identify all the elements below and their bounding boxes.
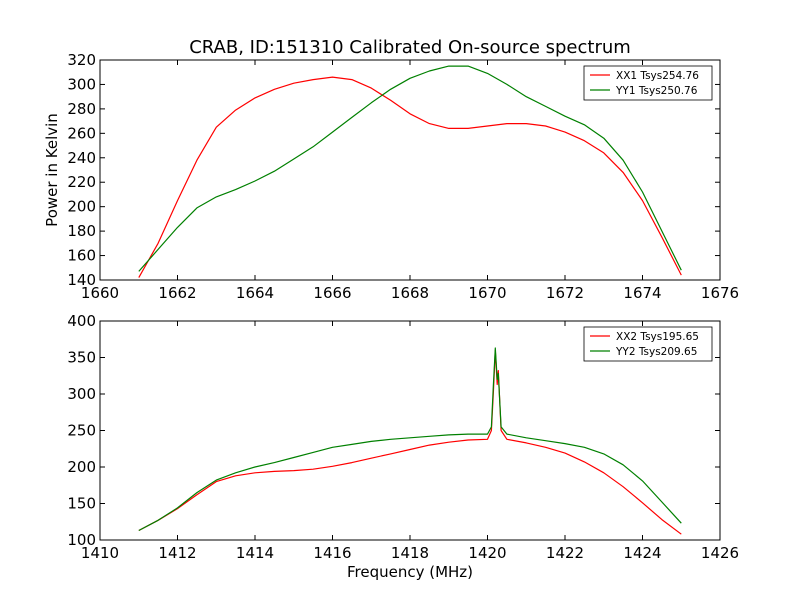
legend-entry: XX2 Tsys195.65 (616, 331, 699, 343)
y-tick-label: 240 (67, 149, 96, 167)
y-tick-label: 140 (67, 271, 96, 289)
bottom-plot-panel: 1410 1412 1414 1416 1418 1420 1422 1424 1426 100 1… (67, 312, 739, 562)
x-tick-label: 1670 (468, 284, 506, 302)
x-tick-label: 1424 (623, 544, 661, 562)
y-tick-label: 280 (67, 100, 96, 118)
y-tick-label: 350 (67, 349, 96, 367)
x-axis-label: Frequency (MHz) (347, 563, 473, 581)
y-tick-label: 180 (67, 222, 96, 240)
series-group (138, 65, 682, 278)
x-tick-label: 1676 (701, 284, 739, 302)
x-tick-label: 1426 (701, 544, 739, 562)
x-tick-label: 1414 (236, 544, 274, 562)
legend-entry: YY1 Tsys250.76 (615, 85, 698, 97)
legend: XX1 Tsys254.76 YY1 Tsys250.76 (583, 65, 713, 101)
y-tick-label: 200 (67, 198, 96, 216)
y-tick-label: 300 (67, 75, 96, 93)
series-line-red (138, 76, 682, 278)
legend-entry: XX1 Tsys254.76 (616, 70, 699, 82)
x-tick-label: 1674 (623, 284, 661, 302)
y-tick-label: 200 (67, 458, 96, 476)
x-tick-label: 1664 (236, 284, 274, 302)
chart-title: CRAB, ID:151310 Calibrated On-source spe… (189, 37, 631, 58)
x-tick-label: 1668 (391, 284, 429, 302)
y-tick-label: 400 (67, 312, 96, 330)
x-tick-label: 1416 (313, 544, 351, 562)
legend: XX2 Tsys195.65 YY2 Tsys209.65 (583, 326, 713, 362)
x-tick-label: 1410 (81, 544, 119, 562)
y-tick-label: 250 (67, 422, 96, 440)
y-tick-label: 100 (67, 531, 96, 549)
x-tick-label: 1662 (158, 284, 196, 302)
y-tick-label: 320 (67, 51, 96, 69)
x-tick-label: 1666 (313, 284, 351, 302)
series-line-red (138, 349, 682, 535)
x-tick-label: 1420 (468, 544, 506, 562)
x-tick-label: 1418 (391, 544, 429, 562)
y-tick-label: 160 (67, 247, 96, 265)
x-tick-label: 1422 (546, 544, 584, 562)
x-tick-label: 1660 (81, 284, 119, 302)
y-axis-label: Power in Kelvin (43, 113, 61, 227)
top-plot-panel: 1660 1662 1664 1666 1668 1670 1672 1674 1676 140 1… (67, 51, 739, 302)
y-tick-label: 220 (67, 173, 96, 191)
legend-entry: YY2 Tsys209.65 (615, 346, 697, 358)
x-tick-label: 1672 (546, 284, 584, 302)
y-tick-label: 260 (67, 124, 96, 142)
legend-box (583, 326, 713, 362)
legend-box (583, 65, 713, 101)
y-tick-label: 150 (67, 495, 96, 513)
y-tick-label: 300 (67, 385, 96, 403)
series-group (138, 347, 682, 535)
series-line-green (138, 65, 682, 272)
x-tick-label: 1412 (158, 544, 196, 562)
series-line-green (138, 347, 682, 532)
